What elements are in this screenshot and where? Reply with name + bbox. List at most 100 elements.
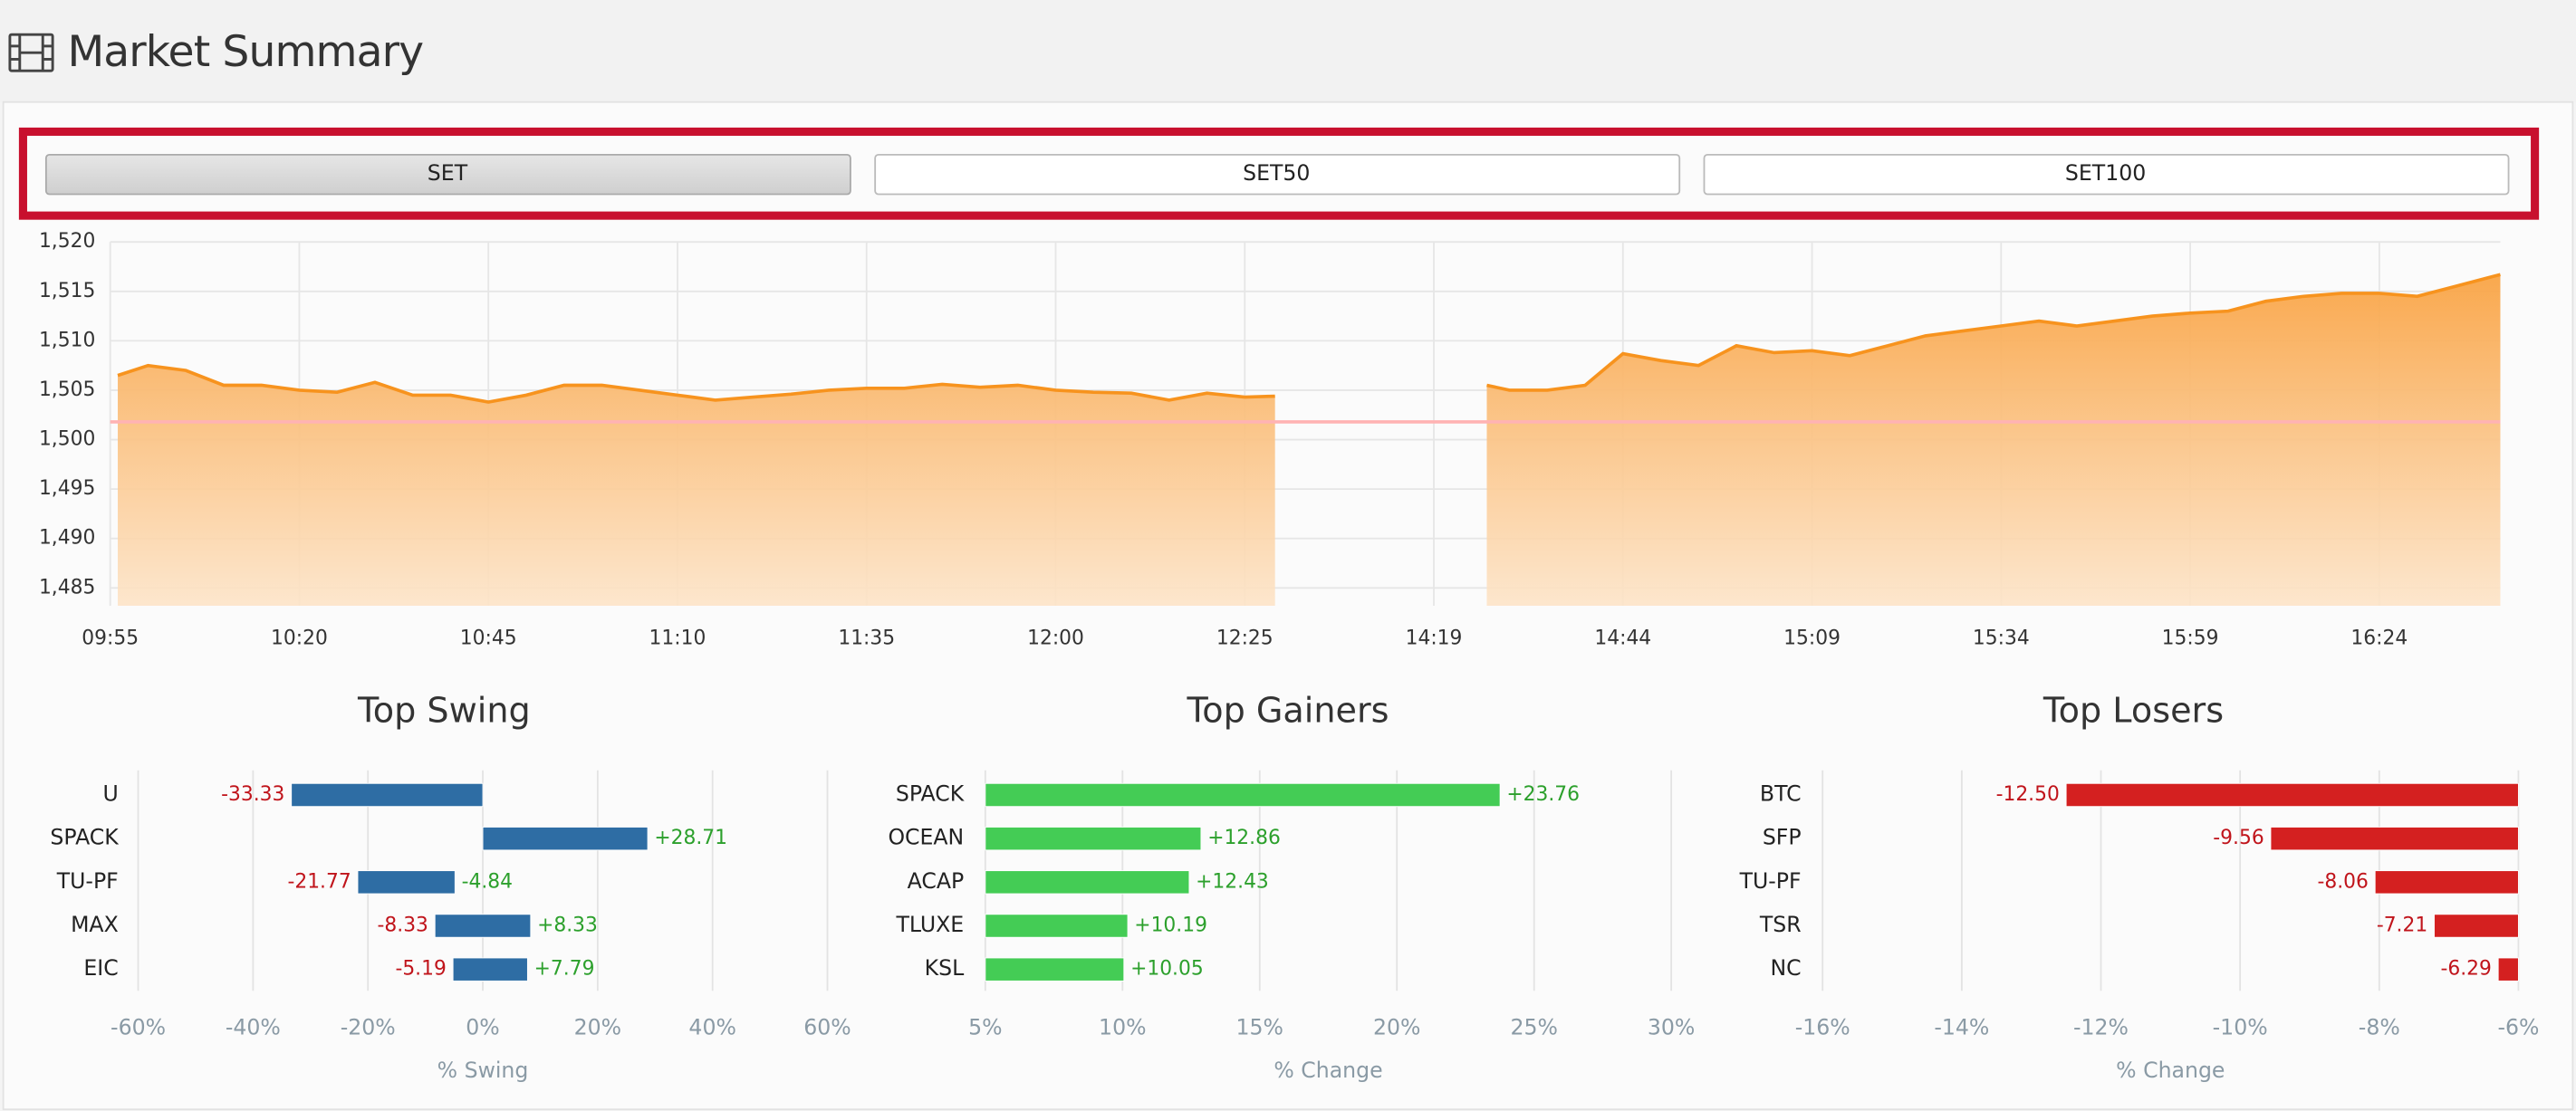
value-label: -9.56 [2213, 827, 2264, 849]
x-tick-label: 40% [688, 1015, 735, 1040]
x-tick-label: -6% [2497, 1015, 2539, 1040]
bar [2270, 826, 2519, 851]
category-label: OCEAN [888, 825, 964, 850]
header-icon [8, 33, 54, 72]
value-label: +12.86 [1207, 827, 1281, 849]
category-label: TU-PF [56, 868, 119, 894]
x-tick-label: -14% [1934, 1015, 1989, 1040]
value-label: -12.50 [1996, 783, 2060, 806]
x-tick-label: 16:24 [2350, 627, 2408, 649]
y-tick-label: 1,485 [39, 576, 95, 599]
value-label: +12.43 [1196, 870, 1269, 893]
tab-button[interactable]: SET [44, 153, 851, 196]
x-tick-label: -16% [1795, 1015, 1850, 1040]
bar [2065, 782, 2519, 808]
bar [434, 914, 532, 938]
x-axis-title: % Change [1274, 1058, 1382, 1083]
bar [357, 870, 456, 895]
bar [452, 957, 528, 982]
value-label: -6.29 [2441, 958, 2492, 981]
y-tick-label: 1,495 [39, 477, 95, 500]
x-tick-label: -10% [2213, 1015, 2268, 1040]
x-tick-label: 0% [466, 1015, 499, 1040]
tab-label[interactable]: SET50 [1243, 160, 1310, 186]
x-tick-label: -12% [2073, 1015, 2129, 1040]
page-title: Market Summary [67, 27, 423, 77]
chart-title: Top Swing [357, 691, 531, 731]
category-label: KSL [925, 955, 965, 981]
x-tick-label: 14:44 [1594, 627, 1651, 649]
x-tick-label: 15% [1236, 1015, 1283, 1040]
x-tick-label: 09:55 [82, 627, 139, 649]
tab-button[interactable]: SET50 [874, 153, 1681, 196]
value-label: -21.77 [287, 870, 351, 893]
bar [985, 870, 1190, 895]
value-label: -5.19 [395, 958, 446, 981]
x-tick-label: 25% [1510, 1015, 1557, 1040]
area-fill [118, 274, 2501, 606]
value-label: +7.79 [534, 958, 595, 981]
value-label: +10.19 [1134, 914, 1207, 936]
category-label: NC [1770, 955, 1801, 981]
value-label: -4.84 [462, 870, 513, 893]
y-tick-label: 1,500 [39, 428, 95, 451]
x-tick-label: -60% [111, 1015, 166, 1040]
x-tick-label: 12:00 [1027, 627, 1084, 649]
x-tick-label: 60% [803, 1015, 851, 1040]
x-tick-label: 11:10 [649, 627, 706, 649]
x-tick-label: 30% [1648, 1015, 1695, 1040]
category-label: SPACK [896, 781, 965, 806]
value-label: +23.76 [1506, 783, 1580, 806]
bar [985, 957, 1125, 982]
x-tick-label: 20% [574, 1015, 621, 1040]
x-tick-label: 15:59 [2162, 627, 2219, 649]
tab-label[interactable]: SET [428, 160, 468, 186]
value-label: +10.05 [1130, 958, 1204, 981]
category-label: TSR [1759, 912, 1802, 937]
bar [985, 826, 1202, 851]
x-tick-label: 10:45 [460, 627, 517, 649]
category-label: BTC [1760, 781, 1802, 806]
value-label: -7.21 [2377, 914, 2427, 936]
y-tick-label: 1,505 [39, 378, 95, 401]
bar [482, 826, 649, 851]
x-axis-title: % Swing [437, 1058, 529, 1083]
tab-label[interactable]: SET100 [2065, 160, 2146, 186]
value-label: -33.33 [221, 783, 284, 806]
x-tick-label: -8% [2359, 1015, 2400, 1040]
x-tick-label: 15:09 [1783, 627, 1841, 649]
x-tick-label: 5% [968, 1015, 1002, 1040]
category-label: SFP [1763, 825, 1802, 850]
header-bar [0, 0, 2576, 102]
x-tick-label: -20% [341, 1015, 396, 1040]
value-label: +28.71 [654, 827, 727, 849]
category-label: TU-PF [1739, 868, 1802, 894]
chart-title: Top Gainers [1186, 691, 1389, 731]
y-tick-label: 1,520 [39, 230, 95, 253]
line [117, 273, 2501, 404]
value-label: -8.06 [2318, 870, 2369, 893]
category-label: MAX [71, 912, 119, 937]
y-tick-label: 1,490 [39, 527, 95, 550]
bar [985, 782, 1501, 808]
x-tick-label: 10:20 [271, 627, 328, 649]
x-tick-label: 12:25 [1216, 627, 1274, 649]
x-tick-label: 11:35 [838, 627, 895, 649]
x-tick-label: 10% [1099, 1015, 1146, 1040]
x-axis-title: % Change [2116, 1058, 2225, 1083]
y-tick-label: 1,510 [39, 329, 95, 351]
y-tick-label: 1,515 [39, 280, 95, 302]
tab-button[interactable]: SET100 [1703, 153, 2510, 196]
bar [2374, 870, 2519, 895]
bar [2497, 957, 2519, 982]
category-label: U [102, 781, 118, 806]
chart-title: Top Losers [2043, 691, 2224, 731]
value-label: -8.33 [378, 914, 428, 936]
category-label: ACAP [908, 868, 965, 894]
bar [291, 782, 484, 808]
highlight-box [18, 127, 2540, 220]
category-label: SPACK [50, 825, 119, 850]
x-tick-label: 14:19 [1406, 627, 1463, 649]
